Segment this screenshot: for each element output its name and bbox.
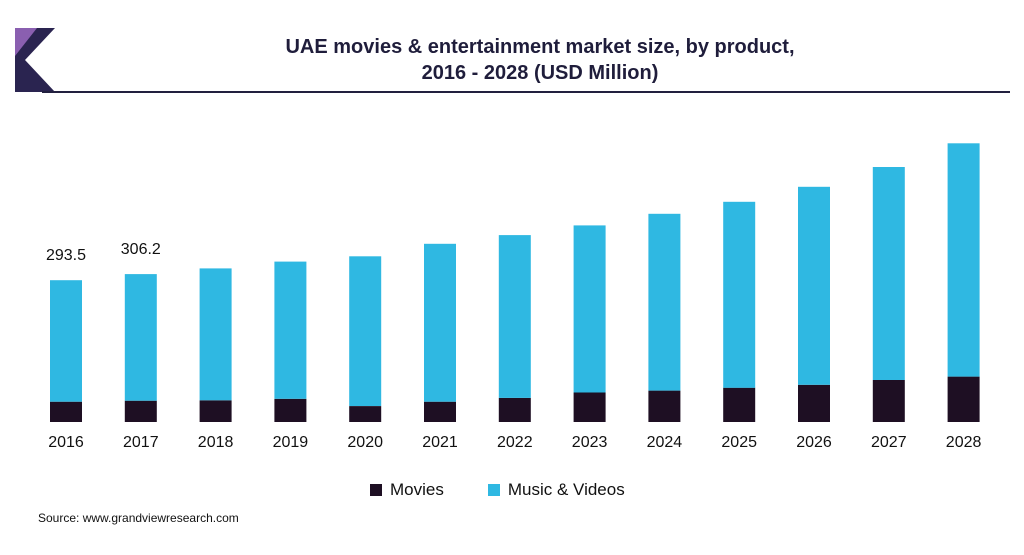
source-note: Source: www.grandviewresearch.com	[38, 511, 239, 525]
bar-music-videos-2020	[349, 256, 382, 406]
bar-music-videos-2016	[50, 280, 82, 402]
x-tick-label-2023: 2023	[572, 434, 608, 451]
chart-title-line-2: 2016 - 2028 (USD Million)	[421, 62, 659, 84]
stacked-bar-chart: 2016 2017 2018 2019 2020 2021 2022 2023 2024 2025…	[46, 143, 982, 451]
x-tick-label-2025: 2025	[721, 434, 757, 451]
legend-item-movies: Movies	[370, 480, 444, 500]
bar-music-videos-2028	[947, 143, 980, 377]
logo-dark-shape	[15, 28, 55, 92]
bar-movies-2017	[124, 400, 157, 422]
bar-music-videos-2027	[872, 167, 905, 380]
x-tick-label-2024: 2024	[647, 434, 683, 451]
bar-music-videos-2026	[798, 186, 830, 385]
legend: Movies Music & Videos	[370, 478, 669, 502]
legend-swatch-movies	[370, 484, 382, 496]
bar-movies-2026	[798, 384, 830, 422]
x-tick-label-2022: 2022	[497, 434, 533, 451]
chart-title-line-1: UAE movies & entertainment market size, …	[285, 36, 795, 58]
bar-music-videos-2018	[199, 268, 232, 401]
legend-item-music-videos: Music & Videos	[487, 480, 625, 500]
x-tick-label-2020: 2020	[347, 434, 383, 451]
bar-music-videos-2024	[648, 213, 681, 391]
bar-movies-2019	[274, 398, 307, 422]
bar-movies-2016	[50, 401, 82, 422]
header-divider	[42, 91, 1010, 93]
bar-movies-2020	[349, 406, 382, 422]
chart-title: UAE movies & entertainment market size, …	[200, 34, 880, 86]
bar-music-videos-2023	[573, 225, 606, 393]
x-tick-label-2018: 2018	[198, 434, 234, 451]
bar-movies-2023	[573, 392, 606, 422]
grandview-logo	[15, 28, 55, 92]
x-tick-label-2028: 2028	[946, 434, 982, 451]
bar-music-videos-2021	[424, 243, 456, 402]
bar-movies-2025	[723, 387, 756, 422]
legend-swatch-music-videos	[487, 484, 500, 496]
x-tick-label-2016: 2016	[48, 434, 84, 451]
bar-movies-2028	[947, 376, 980, 422]
bar-movies-2022	[498, 397, 531, 422]
x-tick-label-2027: 2027	[871, 434, 907, 451]
x-tick-label-2021: 2021	[422, 434, 458, 451]
legend-label-music-videos: Music & Videos	[507, 480, 625, 499]
bar-music-videos-2025	[723, 201, 756, 388]
legend-label-movies: Movies	[390, 480, 444, 499]
x-tick-label-2026: 2026	[796, 434, 832, 451]
data-label-2017: 306.2	[121, 241, 161, 258]
bar-movies-2018	[199, 400, 232, 422]
data-label-2016: 293.5	[46, 247, 86, 264]
logo-accent-shape	[15, 28, 37, 56]
x-tick-label-2017: 2017	[123, 434, 159, 451]
bar-movies-2027	[872, 380, 905, 422]
bar-movies-2024	[648, 390, 681, 422]
bar-music-videos-2022	[498, 235, 531, 398]
x-tick-label-2019: 2019	[273, 434, 309, 451]
bar-music-videos-2019	[274, 261, 307, 399]
bar-movies-2021	[424, 401, 456, 422]
bar-music-videos-2017	[124, 274, 157, 401]
